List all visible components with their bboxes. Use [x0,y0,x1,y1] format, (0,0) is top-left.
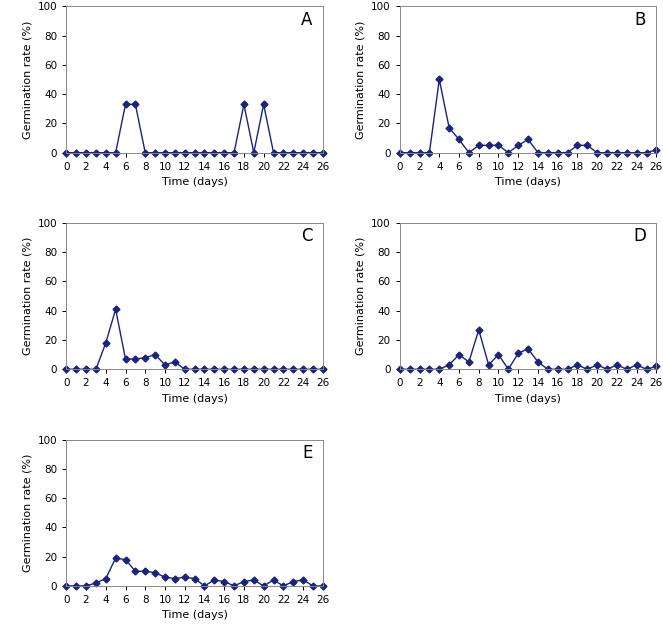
Y-axis label: Germination rate (%): Germination rate (%) [355,20,365,139]
Text: C: C [301,227,312,245]
Y-axis label: Germination rate (%): Germination rate (%) [22,237,32,355]
X-axis label: Time (days): Time (days) [162,610,227,621]
Text: D: D [633,227,646,245]
X-axis label: Time (days): Time (days) [162,394,227,404]
Text: A: A [301,11,312,29]
Text: E: E [302,444,312,462]
X-axis label: Time (days): Time (days) [495,394,561,404]
Text: B: B [634,11,646,29]
Y-axis label: Germination rate (%): Germination rate (%) [22,454,32,572]
X-axis label: Time (days): Time (days) [162,177,227,187]
Y-axis label: Germination rate (%): Germination rate (%) [22,20,32,139]
X-axis label: Time (days): Time (days) [495,177,561,187]
Y-axis label: Germination rate (%): Germination rate (%) [355,237,365,355]
